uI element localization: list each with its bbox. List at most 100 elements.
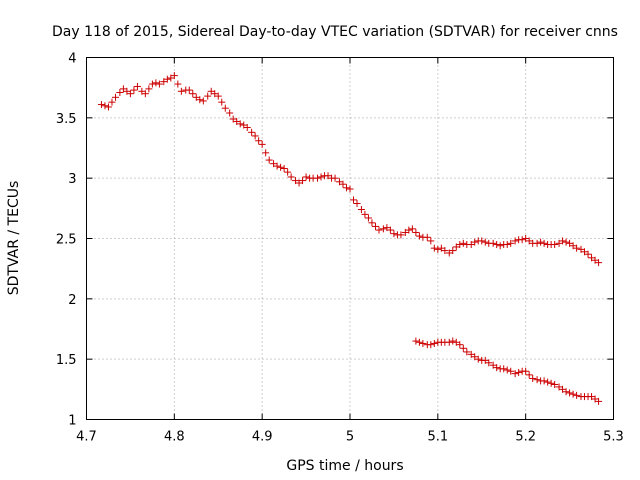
data-point-lower <box>525 371 533 379</box>
data-point-upper <box>434 245 442 253</box>
data-point-upper <box>412 228 420 236</box>
data-point-lower <box>471 353 479 361</box>
y-tick-label: 3.5 <box>56 112 77 127</box>
data-point-upper <box>375 226 383 234</box>
data-point-upper <box>481 238 489 246</box>
data-point-upper <box>273 162 281 170</box>
data-point-upper <box>397 231 405 239</box>
data-point-lower <box>595 397 603 405</box>
data-point-upper <box>207 87 215 95</box>
data-point-upper <box>148 80 156 88</box>
data-point-upper <box>588 254 596 262</box>
data-point-upper <box>152 79 160 87</box>
data-point-upper <box>522 235 530 242</box>
data-point-upper <box>229 115 237 123</box>
data-point-upper <box>243 123 251 131</box>
data-point-upper <box>339 180 347 188</box>
data-point-upper <box>192 93 200 101</box>
data-point-upper <box>97 101 105 109</box>
x-tick-label: 5.2 <box>515 430 536 445</box>
data-point-upper <box>160 78 168 86</box>
x-tick-label: 5 <box>346 430 354 445</box>
data-point-upper <box>258 140 266 148</box>
data-point-lower <box>459 344 467 352</box>
data-point-upper <box>489 239 497 247</box>
data-point-upper <box>459 239 467 247</box>
data-point-upper <box>371 222 379 230</box>
y-tick-label: 2.5 <box>56 233 77 248</box>
data-point-upper <box>364 214 372 222</box>
data-point-lower <box>481 356 489 364</box>
data-point-upper <box>177 87 185 95</box>
y-axis-label: SDTVAR / TECUs <box>6 181 22 296</box>
data-point-upper <box>262 149 270 157</box>
data-point-lower <box>415 338 423 346</box>
data-point-lower <box>445 338 453 346</box>
data-point-lower <box>493 364 501 372</box>
data-point-upper <box>456 241 464 249</box>
data-point-upper <box>287 173 295 181</box>
data-point-upper <box>379 225 387 233</box>
x-tick-label: 4.7 <box>76 430 97 445</box>
data-point-upper <box>126 90 134 98</box>
data-point-lower <box>551 381 559 389</box>
data-point-upper <box>280 165 288 173</box>
y-tick-label: 1.5 <box>56 353 77 368</box>
data-point-upper <box>551 241 559 249</box>
data-point-upper <box>211 90 219 98</box>
data-point-lower <box>511 370 519 378</box>
data-point-upper <box>299 177 307 185</box>
data-point-lower <box>500 365 508 373</box>
data-point-lower <box>503 366 511 374</box>
data-point-upper <box>119 85 127 93</box>
data-point-lower <box>449 337 457 345</box>
data-point-upper <box>331 174 339 182</box>
data-point-upper <box>314 174 322 182</box>
data-point-upper <box>533 239 541 247</box>
data-point-lower <box>463 348 471 356</box>
y-tick-label: 1 <box>68 414 76 429</box>
y-tick-label: 2 <box>68 293 76 308</box>
data-point-upper <box>353 200 361 208</box>
data-point-upper <box>386 226 394 234</box>
data-point-upper <box>240 121 248 129</box>
axis-ticks: 4.7 4.8 4.9 5 5.1 5.2 5.3 1 1.5 2 2.5 3 3.5 4 <box>56 52 624 445</box>
data-point-upper <box>361 210 369 218</box>
data-point-upper <box>302 173 310 181</box>
data-point-upper <box>569 242 577 250</box>
data-point-upper <box>562 238 570 246</box>
data-point-upper <box>265 156 273 164</box>
data-point-upper <box>441 247 449 255</box>
data-points <box>97 72 603 405</box>
data-point-upper <box>537 238 545 246</box>
data-point-upper <box>141 90 149 98</box>
data-point-lower <box>555 383 563 391</box>
data-point-upper <box>493 241 501 249</box>
data-point-upper <box>427 237 435 245</box>
y-tick-label: 4 <box>68 52 76 67</box>
data-point-lower <box>507 367 515 375</box>
data-point-upper <box>401 228 409 236</box>
data-point-upper <box>174 80 182 88</box>
data-point-upper <box>577 245 585 253</box>
data-point-upper <box>559 237 567 245</box>
data-point-upper <box>566 239 574 247</box>
data-point-lower <box>430 339 438 347</box>
data-point-upper <box>199 97 207 105</box>
data-point-upper <box>368 219 376 227</box>
data-point-upper <box>204 92 212 100</box>
data-point-lower <box>533 376 541 384</box>
data-point-upper <box>555 239 563 247</box>
data-point-upper <box>390 230 398 238</box>
x-tick-label: 4.9 <box>252 430 273 445</box>
data-point-lower <box>540 377 548 385</box>
data-point-upper <box>423 233 431 241</box>
data-point-lower <box>588 393 596 401</box>
data-point-upper <box>277 163 285 171</box>
grid <box>86 57 614 420</box>
data-point-upper <box>496 242 504 250</box>
data-point-upper <box>167 74 175 82</box>
data-point-lower <box>544 378 552 386</box>
data-point-lower <box>467 350 475 358</box>
data-point-upper <box>518 236 526 244</box>
